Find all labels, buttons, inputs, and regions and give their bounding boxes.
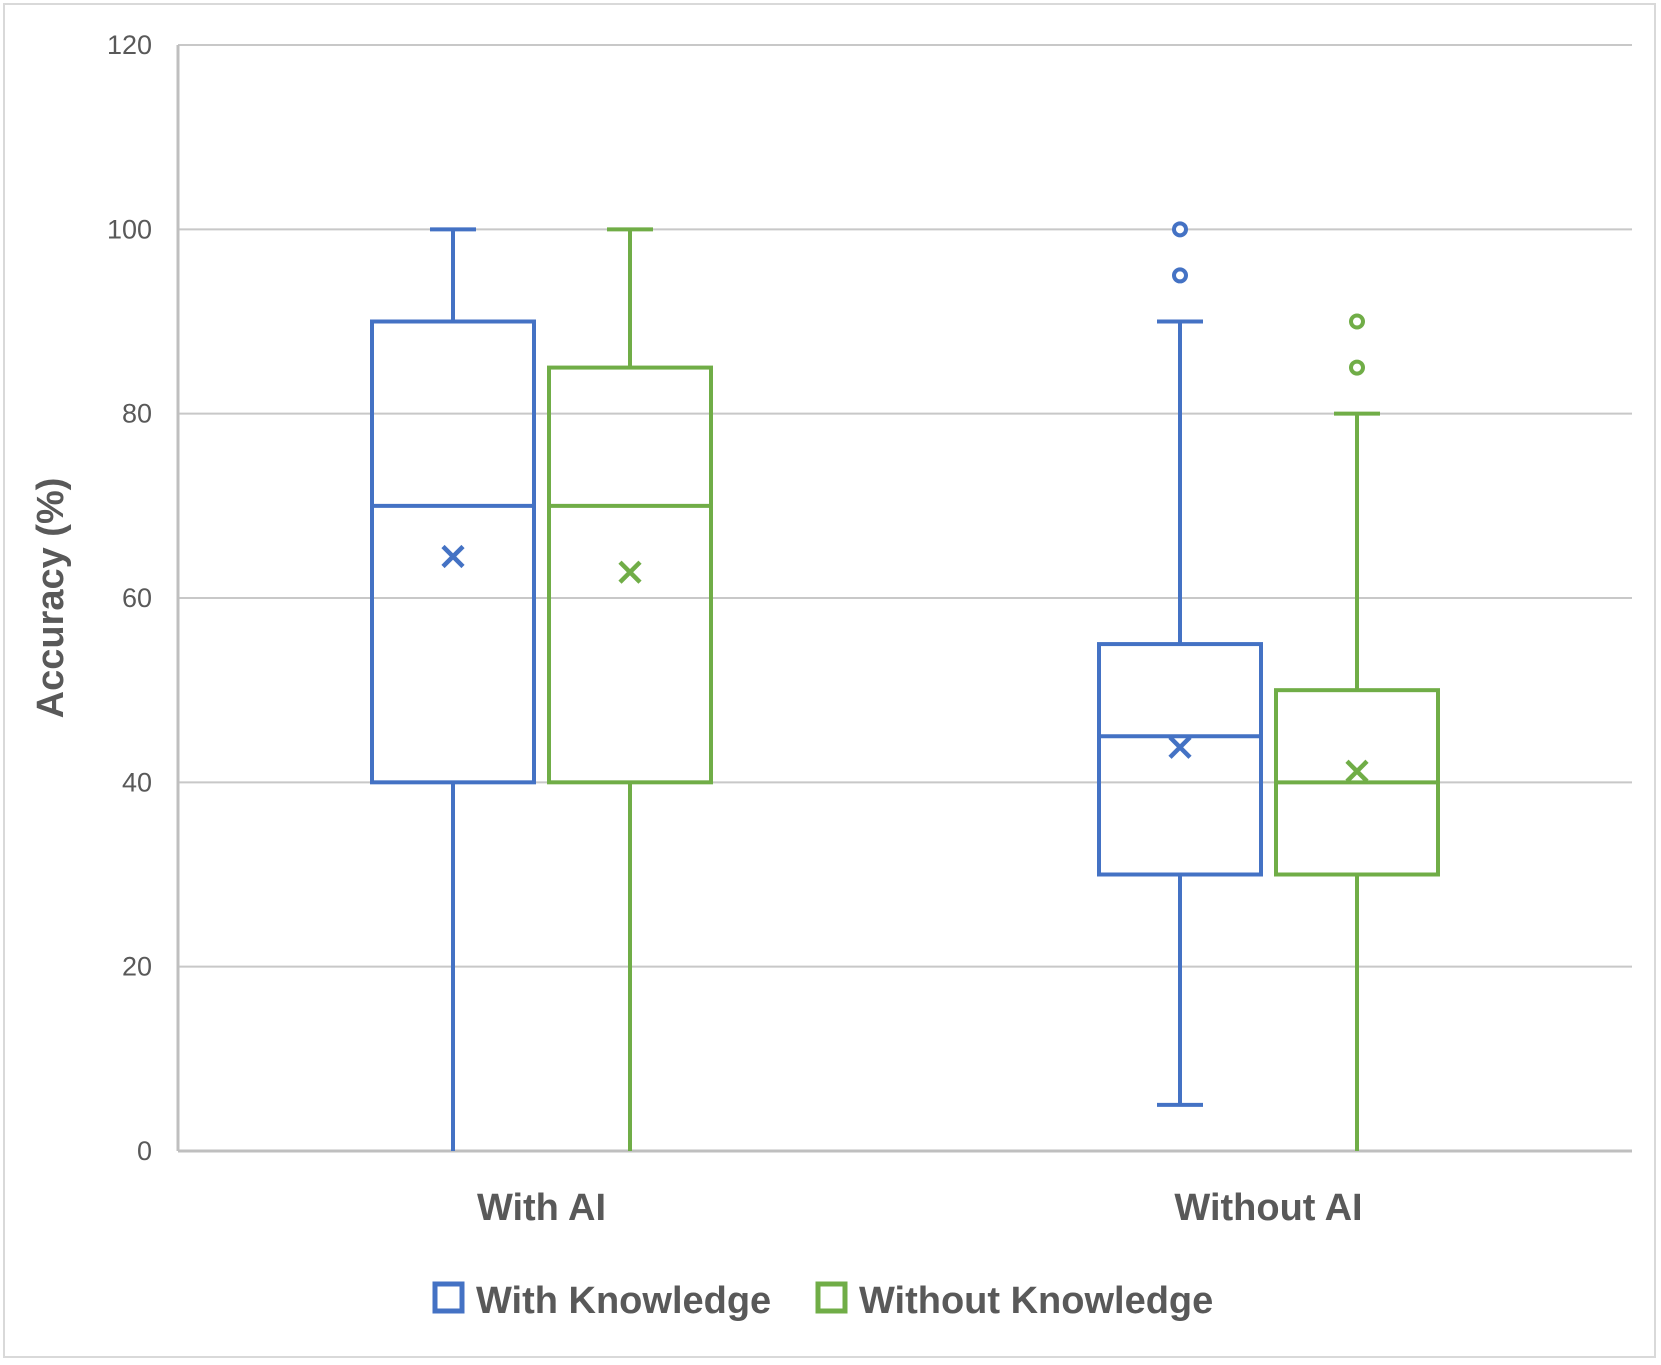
outlier-point [1349, 313, 1365, 330]
y-tick-label: 60 [122, 583, 152, 613]
y-tick-label: 100 [107, 214, 152, 244]
outlier-point [1349, 359, 1365, 376]
boxes [370, 221, 1440, 1151]
category-labels: With AI Without AI [477, 1187, 1363, 1229]
legend-label: Without Knowledge [859, 1280, 1213, 1322]
box-0-1 [547, 227, 713, 1151]
mean-marker [441, 544, 465, 569]
y-tick-labels: 0 20 40 60 80 100 120 [107, 30, 152, 1166]
x-category-label: Without AI [1174, 1187, 1362, 1229]
y-tick-label: 0 [137, 1136, 152, 1166]
axes [176, 45, 1632, 1153]
y-tick-label: 20 [122, 952, 152, 982]
mean-marker [1168, 735, 1192, 759]
mean-marker [1345, 759, 1369, 783]
legend-swatch [432, 1281, 465, 1314]
iqr-box [370, 319, 536, 785]
outlier-point [1172, 221, 1188, 238]
y-axis-title: Accuracy (%) [30, 478, 72, 719]
mean-marker [618, 560, 642, 584]
iqr-box [1097, 642, 1263, 877]
legend-swatch [815, 1281, 848, 1314]
outlier-point [1172, 267, 1188, 284]
y-tick-label: 40 [122, 767, 152, 797]
box-1-1 [1274, 313, 1440, 1151]
box-0-0 [370, 227, 536, 1151]
iqr-box [547, 365, 713, 785]
box-1-0 [1097, 221, 1263, 1107]
y-tick-label: 80 [122, 399, 152, 429]
legend: With Knowledge Without Knowledge [432, 1280, 1213, 1322]
y-tick-label: 120 [107, 30, 152, 60]
x-category-label: With AI [477, 1187, 606, 1229]
legend-label: With Knowledge [476, 1280, 771, 1322]
